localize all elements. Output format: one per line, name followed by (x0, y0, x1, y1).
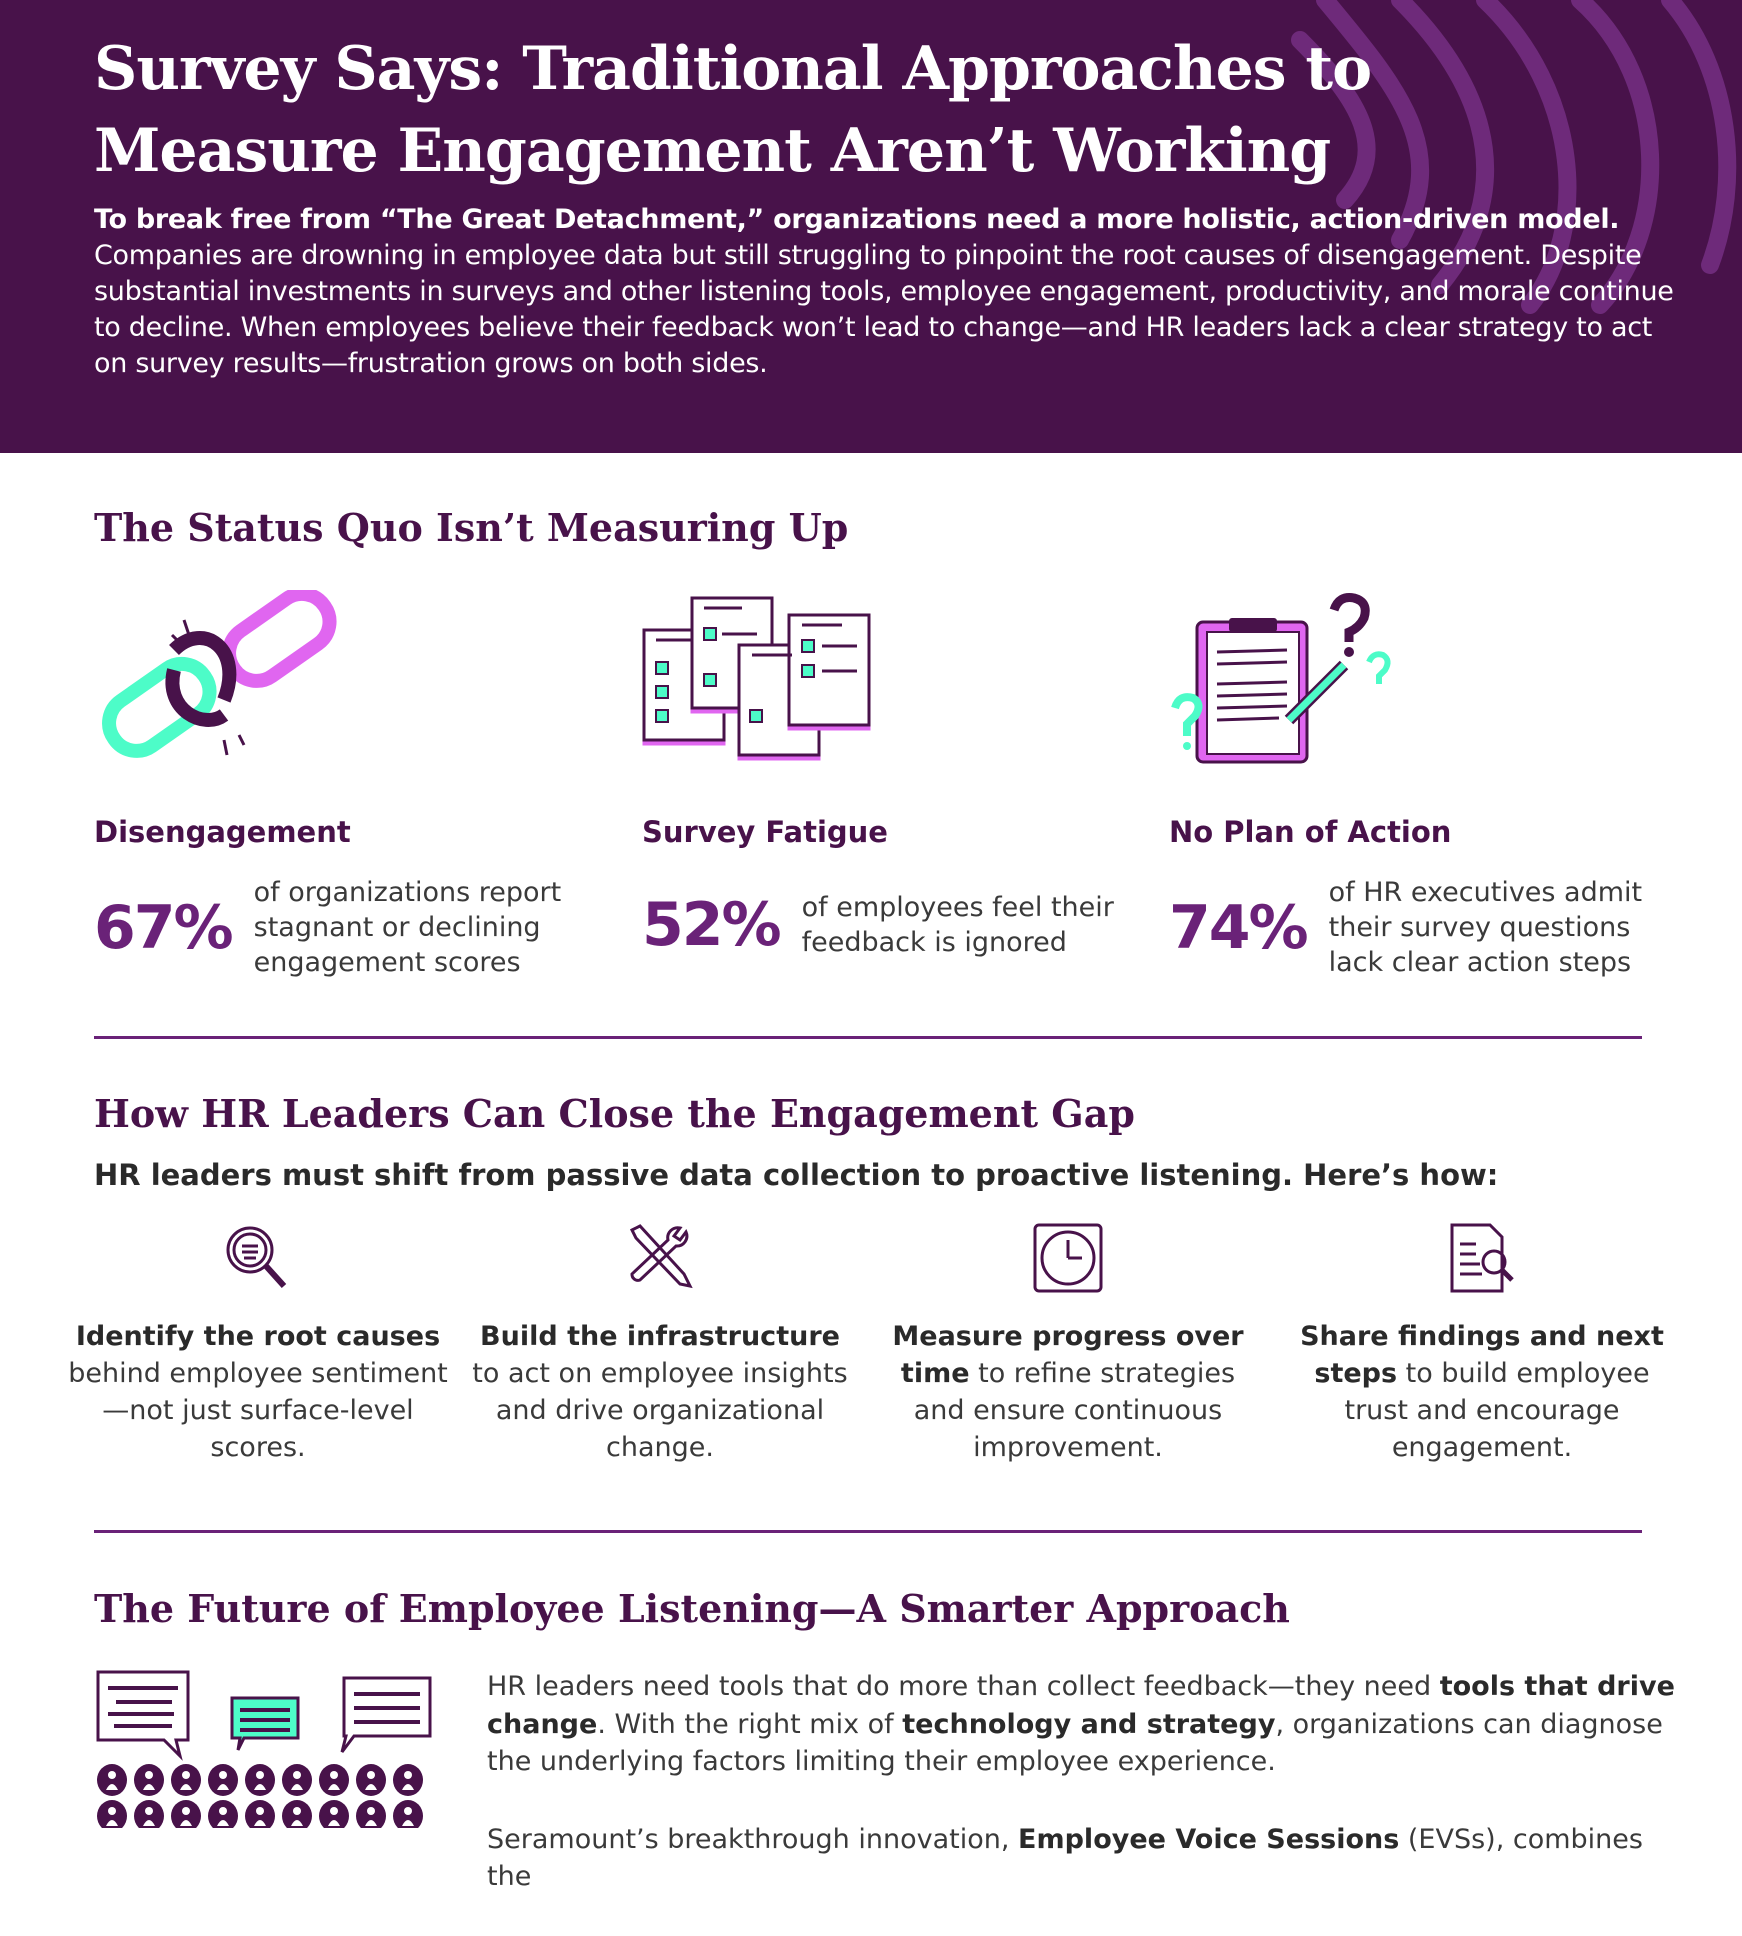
stat-survey-fatigue: Survey Fatigue 52% of employees feel thei… (642, 590, 1162, 960)
text: HR leaders need tools that do more than … (487, 1671, 1440, 1702)
stat-description: of HR executives admit their survey ques… (1328, 877, 1643, 978)
step-text: to refine strategies and ensure continuo… (913, 1358, 1236, 1463)
step-identify: Identify the root causes behind employee… (68, 1222, 448, 1466)
step-bold: Share findings and next steps (1300, 1321, 1664, 1389)
person-icon (356, 1764, 386, 1796)
step-bold: Identify the root causes (75, 1321, 441, 1352)
title-line: Measure Engagement Aren’t Working (94, 116, 1331, 186)
person-icon (208, 1764, 238, 1796)
text-bold: technology and strategy (902, 1708, 1276, 1740)
text: , organizations can diagnose the underly… (487, 1708, 1663, 1778)
text-bold: tools that drive change (487, 1671, 1675, 1740)
text: . With the right mix of (597, 1708, 903, 1740)
text: Seramount’s breakthrough innovation, (487, 1823, 1019, 1855)
step-bold: Build the infrastructure (480, 1321, 840, 1352)
stat-description: of employees feel their feedback is igno… (801, 892, 1114, 958)
intro-bold: To break free from “The Great Detachment… (94, 204, 1620, 235)
step-text: to build employee trust and encourage en… (1344, 1358, 1650, 1463)
stat-disengagement: Disengagement 67% of organizations report… (94, 586, 614, 978)
step-text: behind employee sentiment—not just surfa… (68, 1358, 448, 1463)
stat-description: of organizations report stagnant or decl… (253, 877, 562, 978)
clock-icon (1033, 1223, 1103, 1293)
person-icon (134, 1764, 164, 1796)
section-divider (94, 1036, 1642, 1039)
stat-percent: 67% (94, 892, 234, 963)
section-heading-close-gap: How HR Leaders Can Close the Engagement … (94, 1091, 1135, 1136)
stat-label: No Plan of Action (1169, 815, 1452, 849)
person-icon (393, 1764, 423, 1796)
person-icon (97, 1764, 127, 1796)
stat-percent: 52% (642, 890, 782, 960)
clipboard-question-icon (1169, 590, 1689, 775)
step-bold: Measure progress over time (892, 1321, 1244, 1389)
speech-bubbles-crowd-icon (96, 1670, 432, 1828)
step-measure: Measure progress over time to refine str… (878, 1222, 1258, 1466)
section-divider (94, 1530, 1642, 1533)
person-icon (282, 1764, 312, 1796)
magnifier-icon (226, 1226, 287, 1289)
step-share: Share findings and next steps to build e… (1292, 1222, 1672, 1466)
person-icon (319, 1764, 349, 1796)
section-heading-future: The Future of Employee Listening—A Smart… (94, 1586, 1290, 1631)
step-build: Build the infrastructure to act on emplo… (470, 1222, 850, 1466)
section-subtitle: HR leaders must shift from passive data … (94, 1158, 1499, 1192)
section-heading-status-quo: The Status Quo Isn’t Measuring Up (94, 505, 849, 550)
header-banner: Survey Says: Traditional Approaches to M… (0, 0, 1742, 453)
future-paragraph: HR leaders need tools that do more than … (487, 1668, 1687, 1781)
stat-label: Survey Fatigue (642, 815, 888, 849)
future-text: HR leaders need tools that do more than … (487, 1668, 1687, 1936)
decorative-waves (1291, 0, 1737, 314)
future-paragraph: Seramount’s breakthrough innovation, Emp… (487, 1821, 1687, 1896)
title-line: Survey Says: Traditional Approaches to (94, 34, 1372, 104)
broken-chain-icon (94, 586, 614, 775)
person-icon (245, 1764, 275, 1796)
document-search-icon (1450, 1223, 1514, 1293)
intro-paragraph: To break free from “The Great Detachment… (94, 202, 1674, 382)
stat-label: Disengagement (94, 815, 351, 849)
step-text: to act on employee insights and drive or… (472, 1358, 848, 1463)
person-icon (171, 1764, 201, 1796)
stat-percent: 74% (1169, 892, 1309, 963)
intro-text: Companies are drowning in employee data … (94, 240, 1674, 379)
text-bold: Employee Voice Sessions (1018, 1823, 1400, 1855)
survey-papers-icon (642, 590, 1162, 775)
page-title: Survey Says: Traditional Approaches to M… (94, 28, 1372, 192)
stat-no-plan: No Plan of Action 74% of HR executives ad… (1169, 590, 1689, 978)
tools-icon (629, 1224, 693, 1289)
